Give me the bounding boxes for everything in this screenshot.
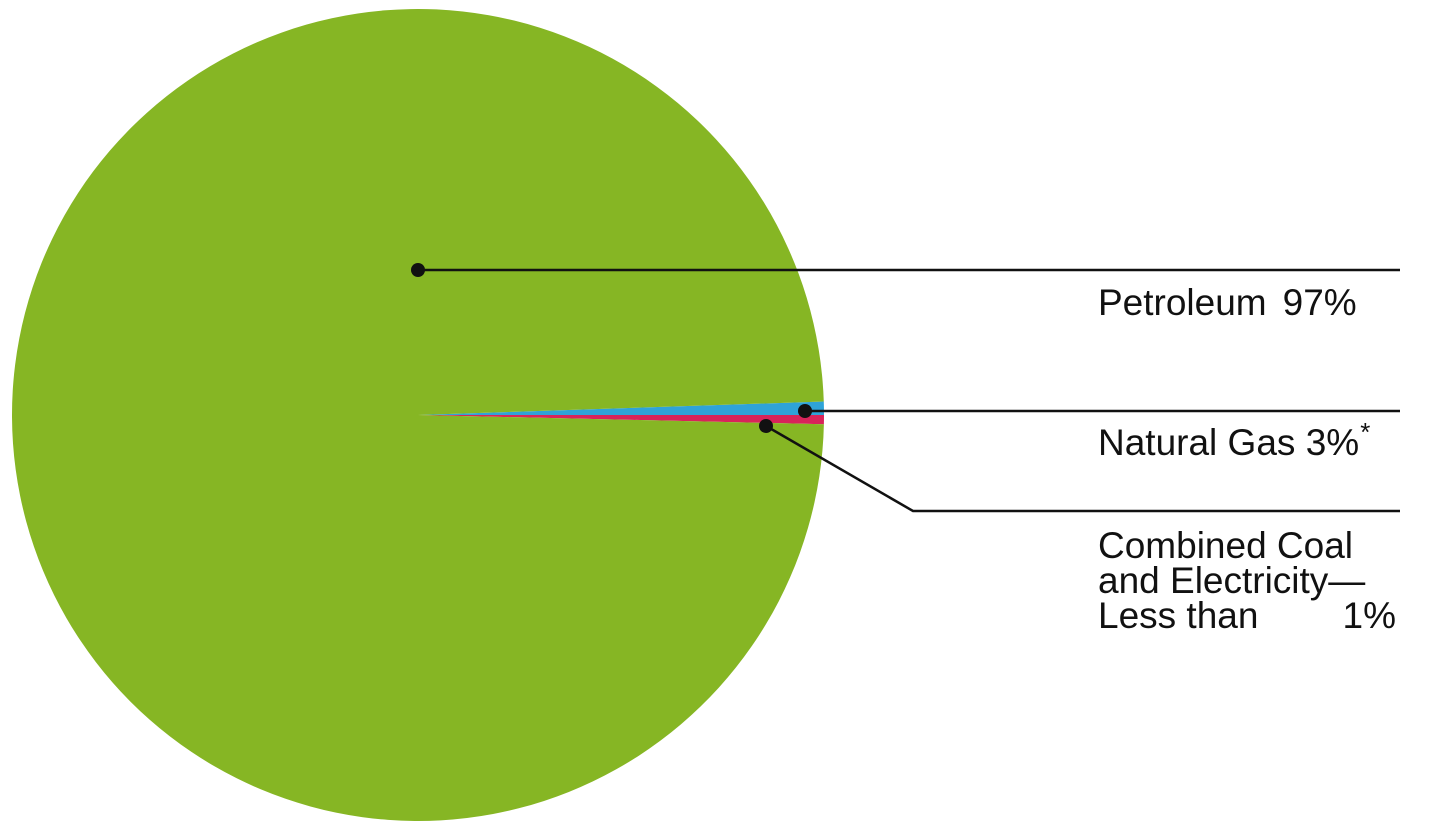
coal-electricity-slice <box>418 415 824 425</box>
coal-electricity-label-line-2: and Electricity— <box>1098 560 1366 601</box>
natural-gas-value: 3% <box>1305 422 1360 463</box>
petroleum-leader-dot <box>411 263 425 277</box>
natural-gas-slice <box>418 401 824 415</box>
coal-electricity-label-line-3: Less than <box>1098 595 1259 636</box>
natural-gas-label-text: Natural Gas <box>1098 422 1296 463</box>
coal-electricity-value: 1% <box>1342 595 1396 636</box>
coal-electricity-leader-dot <box>759 419 773 433</box>
coal-electricity-leader-line <box>765 424 1400 513</box>
natural-gas-leader-dot <box>798 404 812 418</box>
petroleum-label-text: Petroleum <box>1098 282 1267 323</box>
pie-slices <box>12 8 824 821</box>
petroleum-label: Petroleum 97% <box>1098 282 1357 323</box>
petroleum-value: 97% <box>1282 282 1357 323</box>
coal-electricity-label: Combined Coal and Electricity— Less than… <box>1098 525 1396 636</box>
coal-electricity-label-line-3-row: Less than 1% <box>1098 595 1396 636</box>
leader-lines <box>411 263 1400 513</box>
petroleum-slice <box>12 8 824 821</box>
coal-electricity-label-line-1: Combined Coal <box>1098 525 1354 566</box>
natural-gas-footnote-mark: * <box>1360 417 1371 447</box>
natural-gas-label: Natural Gas 3%* <box>1098 417 1370 464</box>
